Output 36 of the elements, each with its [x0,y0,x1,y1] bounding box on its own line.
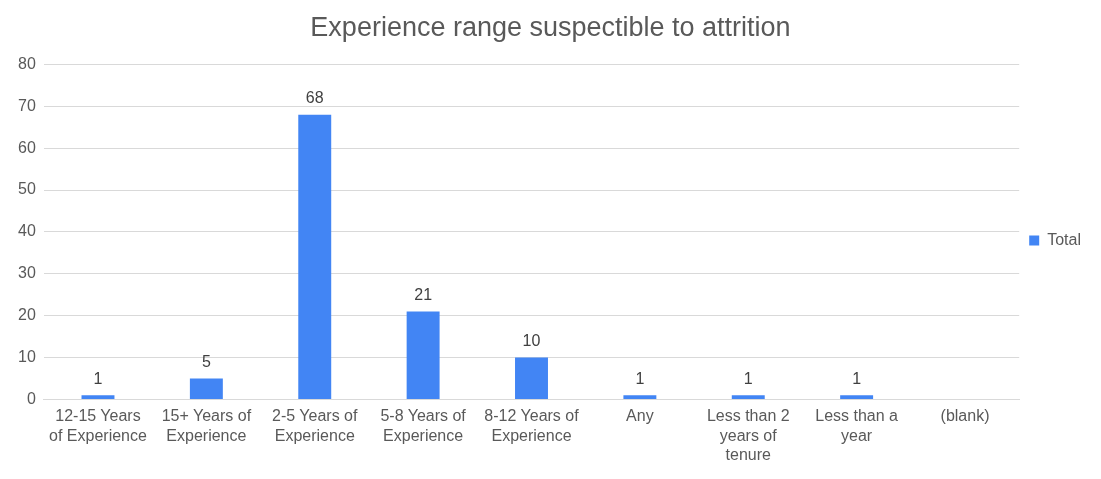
x-tick-label: Less than a year [815,407,899,444]
x-tick-label: 5-8 Years of Experience [380,407,467,444]
bar [189,378,223,399]
data-label: 21 [414,285,433,303]
data-label: 1 [93,369,103,387]
y-tick-label: 40 [18,222,36,240]
y-tick-label: 30 [18,264,36,282]
bar [840,395,874,399]
bar [623,395,657,399]
data-label: 1 [852,369,862,387]
bar [406,311,440,399]
data-label: 1 [635,369,645,387]
y-tick-label: 60 [18,138,36,156]
legend-label: Total [1047,230,1081,248]
x-tick-label: 12-15 Years of Experience [49,407,147,444]
x-tick-label: Any [626,407,654,425]
bar [81,395,115,399]
chart-title: Experience range suspectible to attrition [310,11,791,42]
x-tick-label: Less than 2 years of tenure [706,407,790,463]
data-label: 1 [743,369,753,387]
y-tick-label: 20 [18,306,36,324]
bar [515,357,548,399]
bar [731,395,765,399]
x-tick-label: (blank) [940,407,990,425]
bar [298,114,332,399]
x-tick-label: 8-12 Years of Experience [484,407,580,444]
y-tick-label: 70 [18,96,36,114]
y-tick-label: 0 [26,389,36,407]
y-tick-label: 10 [18,347,36,365]
x-tick-label: 15+ Years of Experience [161,407,252,444]
x-tick-label: 2-5 Years of Experience [272,407,358,444]
y-tick-label: 50 [18,180,36,198]
data-label: 5 [201,352,211,370]
data-label: 10 [522,331,541,349]
data-label: 68 [305,89,324,107]
y-tick-label: 80 [18,54,36,72]
